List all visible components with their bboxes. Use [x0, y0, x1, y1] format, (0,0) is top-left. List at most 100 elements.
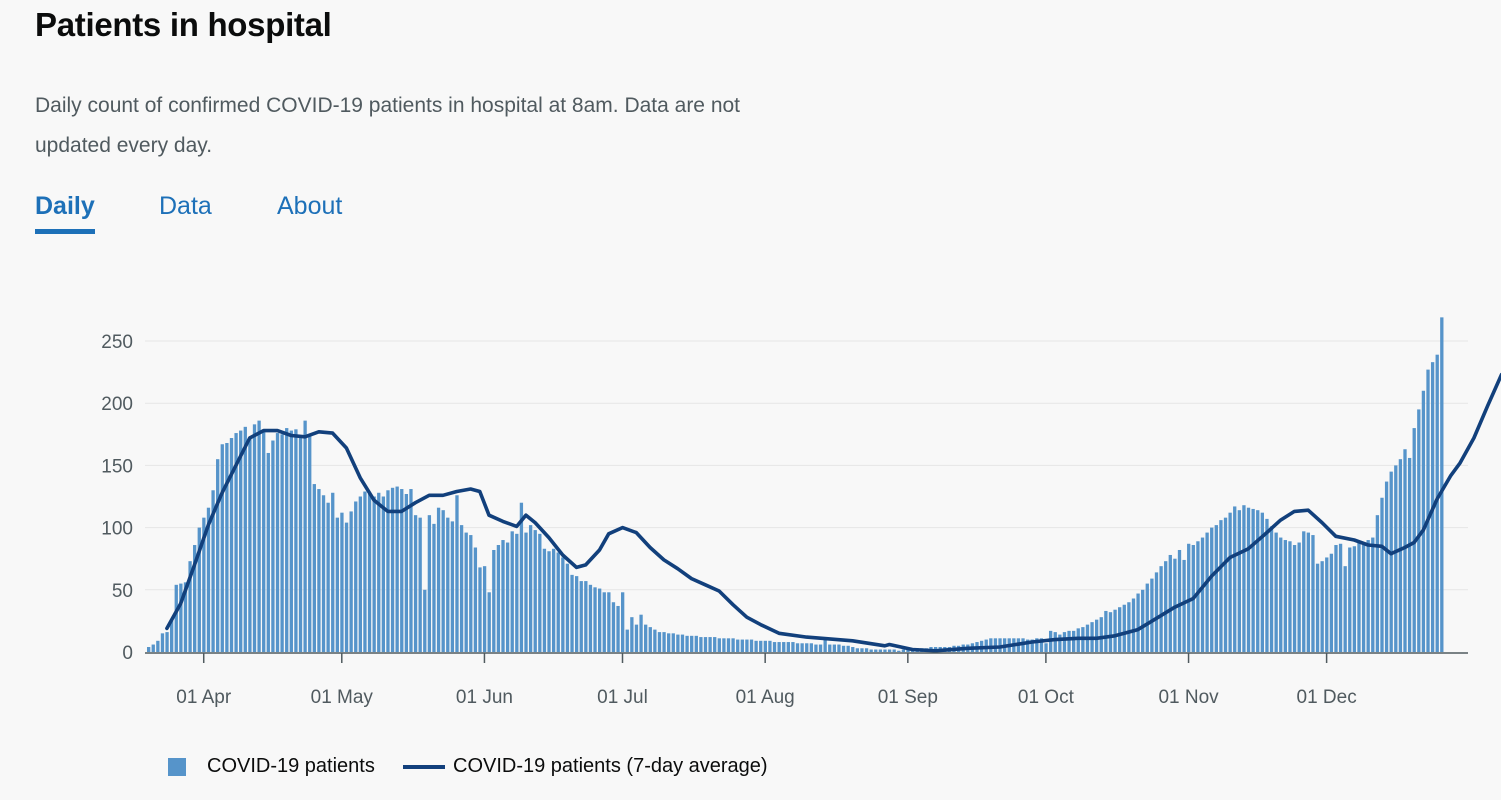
bar[interactable] — [1076, 628, 1080, 652]
bar[interactable] — [1426, 369, 1430, 652]
bar[interactable] — [515, 533, 519, 652]
bar[interactable] — [602, 592, 606, 652]
bar[interactable] — [1159, 566, 1163, 652]
bar[interactable] — [436, 507, 441, 652]
bar[interactable] — [851, 647, 855, 652]
bar[interactable] — [211, 490, 215, 652]
bar[interactable] — [1044, 643, 1048, 652]
bar[interactable] — [1145, 583, 1149, 652]
bar[interactable] — [621, 592, 625, 652]
bar[interactable] — [846, 645, 850, 652]
bar[interactable] — [1154, 572, 1159, 652]
bar[interactable] — [1361, 545, 1366, 652]
bar[interactable] — [354, 501, 358, 652]
bar[interactable] — [202, 517, 206, 652]
bar[interactable] — [1223, 517, 1228, 652]
bar[interactable] — [1279, 537, 1283, 652]
bar[interactable] — [786, 642, 790, 652]
bar[interactable] — [703, 637, 708, 652]
bar[interactable] — [1366, 540, 1370, 652]
bar[interactable] — [1329, 553, 1334, 652]
bar[interactable] — [823, 637, 827, 652]
bar[interactable] — [505, 542, 510, 652]
bar[interactable] — [625, 629, 629, 652]
bar[interactable] — [1104, 610, 1108, 652]
bar[interactable] — [648, 627, 652, 652]
bar[interactable] — [1039, 638, 1044, 652]
legend-item-patients[interactable]: COVID-19 patients — [168, 755, 375, 778]
bar[interactable] — [423, 589, 427, 652]
bar[interactable] — [993, 638, 998, 652]
bar[interactable] — [574, 576, 579, 652]
bar[interactable] — [874, 649, 878, 652]
bar[interactable] — [1256, 510, 1260, 652]
bar[interactable] — [220, 444, 224, 652]
bar[interactable] — [593, 587, 597, 652]
bar[interactable] — [1417, 409, 1421, 652]
bar[interactable] — [1141, 589, 1145, 652]
bar[interactable] — [538, 533, 542, 652]
bar[interactable] — [989, 638, 993, 652]
bar[interactable] — [280, 434, 284, 652]
bar[interactable] — [782, 642, 786, 652]
bar[interactable] — [1228, 512, 1232, 652]
bar[interactable] — [358, 496, 362, 653]
bar[interactable] — [418, 517, 422, 652]
bar[interactable] — [1233, 506, 1237, 652]
bar[interactable] — [1352, 546, 1357, 652]
bar[interactable] — [482, 566, 487, 652]
bar[interactable] — [372, 496, 376, 653]
bar[interactable] — [630, 617, 634, 652]
bar[interactable] — [777, 642, 781, 652]
bar[interactable] — [1072, 630, 1076, 652]
bar[interactable] — [492, 549, 496, 652]
bar[interactable] — [1380, 497, 1384, 652]
bar[interactable] — [611, 602, 616, 652]
bar[interactable] — [1297, 542, 1301, 652]
bar[interactable] — [510, 531, 514, 652]
bar[interactable] — [179, 583, 183, 652]
bar[interactable] — [671, 633, 675, 652]
bar[interactable] — [1320, 561, 1324, 652]
bar[interactable] — [542, 548, 547, 652]
bar[interactable] — [170, 619, 174, 652]
bar[interactable] — [901, 649, 906, 652]
bar[interactable] — [1095, 619, 1099, 652]
bar[interactable] — [726, 638, 731, 652]
bar[interactable] — [1440, 317, 1444, 652]
bar[interactable] — [1292, 545, 1297, 652]
bar[interactable] — [193, 545, 197, 652]
bar[interactable] — [662, 632, 666, 652]
bar[interactable] — [749, 639, 754, 652]
bar[interactable] — [377, 492, 381, 652]
bar[interactable] — [317, 489, 321, 652]
bar[interactable] — [841, 645, 846, 652]
bar[interactable] — [1246, 507, 1251, 652]
bar[interactable] — [547, 551, 551, 652]
bar[interactable] — [616, 605, 620, 652]
bar[interactable] — [565, 563, 570, 652]
bar[interactable] — [588, 584, 593, 652]
bar[interactable] — [156, 640, 160, 652]
bar[interactable] — [147, 647, 151, 652]
bar[interactable] — [860, 648, 864, 652]
bar[interactable] — [855, 648, 860, 652]
bar[interactable] — [584, 581, 588, 652]
bar[interactable] — [1338, 543, 1343, 652]
bar[interactable] — [740, 639, 744, 652]
bar[interactable] — [1200, 537, 1205, 652]
bar[interactable] — [667, 633, 671, 652]
bar[interactable] — [1315, 563, 1320, 652]
bar[interactable] — [1421, 390, 1426, 652]
bar[interactable] — [897, 650, 901, 652]
bar[interactable] — [1030, 639, 1034, 652]
bar[interactable] — [413, 515, 418, 652]
bar[interactable] — [400, 489, 404, 652]
bar[interactable] — [216, 459, 220, 652]
bar[interactable] — [878, 649, 883, 652]
bar[interactable] — [1035, 638, 1039, 652]
bar[interactable] — [772, 642, 777, 652]
bar[interactable] — [653, 629, 657, 652]
bar[interactable] — [303, 420, 307, 652]
bar[interactable] — [768, 640, 772, 652]
